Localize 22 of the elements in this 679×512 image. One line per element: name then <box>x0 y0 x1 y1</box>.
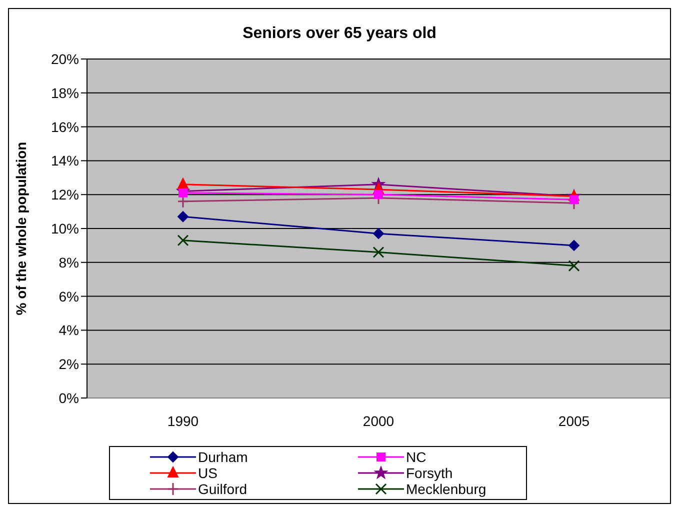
x-tick-label: 2000 <box>362 412 394 429</box>
legend-label: Durham <box>198 449 248 465</box>
y-tick-label: 14% <box>50 152 79 169</box>
y-tick-label: 8% <box>58 254 79 270</box>
y-tick-label: 10% <box>50 220 79 236</box>
y-tick-label: 4% <box>58 322 79 338</box>
y-tick-label: 0% <box>58 390 79 406</box>
legend-label: Forsyth <box>406 465 453 481</box>
y-tick-label: 18% <box>50 84 79 101</box>
x-tick-label: 2005 <box>558 412 590 429</box>
legend-label: Guilford <box>198 481 248 497</box>
chart-title: Seniors over 65 years old <box>242 25 438 44</box>
y-tick-label: 6% <box>58 288 79 304</box>
legend-label: NC <box>406 449 426 465</box>
y-tick-label: 16% <box>50 118 79 135</box>
y-axis-title: % of the whole population <box>12 142 29 316</box>
x-tick-label: 1990 <box>167 412 199 429</box>
y-tick-label: 20% <box>50 50 79 67</box>
legend-label: Mecklenburg <box>406 481 486 497</box>
y-tick-label: 12% <box>50 186 79 203</box>
legend-label: US <box>198 465 218 481</box>
y-tick-label: 2% <box>58 356 79 372</box>
